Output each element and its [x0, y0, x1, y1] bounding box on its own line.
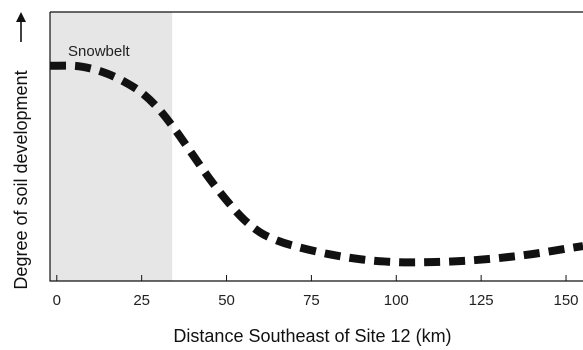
snowbelt-region: [50, 12, 173, 281]
x-axis-title: Distance Southeast of Site 12 (km): [173, 326, 451, 346]
axes: [49, 11, 583, 282]
axes-frame: [49, 11, 583, 282]
snowbelt-label: Snowbelt: [68, 43, 131, 60]
y-axis-title: Degree of soil development: [11, 70, 31, 289]
x-ticks: 0 25 50 75 100 125 150: [53, 275, 579, 309]
y-arrow-head: [16, 12, 26, 22]
x-tick-label: 100: [384, 292, 409, 309]
y-axis-arrow: [16, 12, 26, 42]
x-tick-label: 25: [133, 292, 150, 309]
x-tick-label: 0: [53, 292, 61, 309]
soil-development-curve: [49, 61, 583, 267]
x-tick-label: 75: [303, 292, 320, 309]
x-tick-label: 150: [554, 292, 579, 309]
x-tick-label: 50: [218, 292, 235, 309]
x-tick-label: 125: [469, 292, 494, 309]
